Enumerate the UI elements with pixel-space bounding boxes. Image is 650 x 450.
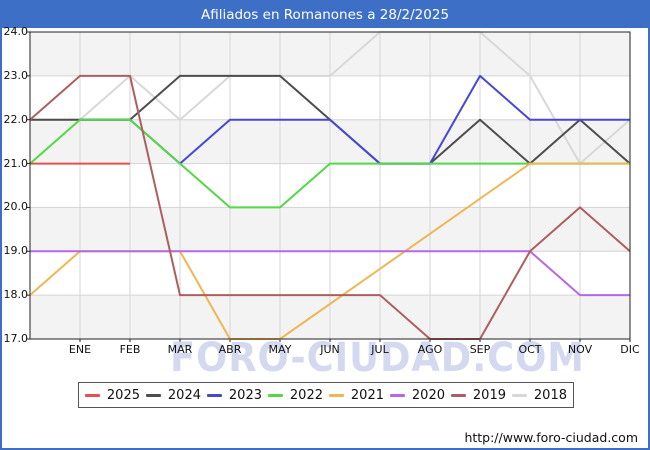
- legend-label: 2024: [167, 387, 201, 403]
- legend-swatch-2021: [328, 393, 344, 397]
- x-tick-label-ene: ENE: [68, 343, 92, 356]
- footer-url[interactable]: http://www.foro-ciudad.com: [464, 430, 638, 445]
- legend-label: 2020: [411, 387, 445, 403]
- legend-swatch-2024: [145, 393, 161, 397]
- series-line-2019: [29, 74, 631, 340]
- x-tick-label-jun: JUN: [320, 343, 340, 356]
- legend-item-2022: 2022: [267, 387, 323, 403]
- y-tick-label: 18.0: [3, 288, 29, 302]
- x-tick-label-sep: SEP: [469, 343, 491, 356]
- x-tick-label-ago: AGO: [417, 343, 443, 356]
- x-tick-label-abr: ABR: [218, 343, 242, 356]
- legend-item-2023: 2023: [206, 387, 262, 403]
- x-tick-label-oct: OCT: [518, 343, 542, 356]
- y-tick-label: 20.0: [3, 200, 29, 214]
- x-tick-label-may: MAY: [268, 343, 292, 356]
- y-tick-label: 24.0: [3, 25, 29, 38]
- legend-item-2020: 2020: [389, 387, 445, 403]
- watermark: FORO-CIUDAD.COM: [170, 335, 585, 381]
- legend-item-2021: 2021: [328, 387, 384, 403]
- x-tick-label-jul: JUL: [371, 343, 389, 356]
- legend-item-2024: 2024: [145, 387, 201, 403]
- legend-swatch-2019: [450, 393, 466, 397]
- legend-swatch-2025: [84, 393, 100, 397]
- x-tick-label-nov: NOV: [567, 343, 593, 356]
- y-tick-label: 23.0: [3, 68, 29, 82]
- x-tick-label-dic: DIC: [620, 343, 640, 356]
- legend-label: 2023: [228, 387, 262, 403]
- legend-swatch-2022: [267, 393, 283, 397]
- x-tick-label-mar: MAR: [167, 343, 193, 356]
- y-tick-label: 22.0: [3, 112, 29, 126]
- legend-label: 2025: [106, 387, 140, 403]
- legend-swatch-2023: [206, 393, 222, 397]
- legend-swatch-2018: [511, 393, 527, 397]
- y-tick-label: 19.0: [3, 244, 29, 258]
- legend-label: 2018: [533, 387, 567, 403]
- legend-label: 2021: [350, 387, 384, 403]
- legend-label: 2022: [289, 387, 323, 403]
- legend-item-2018: 2018: [511, 387, 567, 403]
- y-tick-label: 17.0: [3, 332, 29, 345]
- chart-title: Afiliados en Romanones a 28/2/2025: [2, 2, 648, 28]
- legend-item-2019: 2019: [450, 387, 506, 403]
- y-tick-label: 21.0: [3, 156, 29, 170]
- x-tick-label-feb: FEB: [119, 343, 141, 356]
- legend-swatch-2020: [389, 393, 405, 397]
- legend-item-2025: 2025: [84, 387, 140, 403]
- legend: 2025 2024 2023 2022 2021 2020 2019 2018: [78, 382, 574, 408]
- legend-label: 2019: [472, 387, 506, 403]
